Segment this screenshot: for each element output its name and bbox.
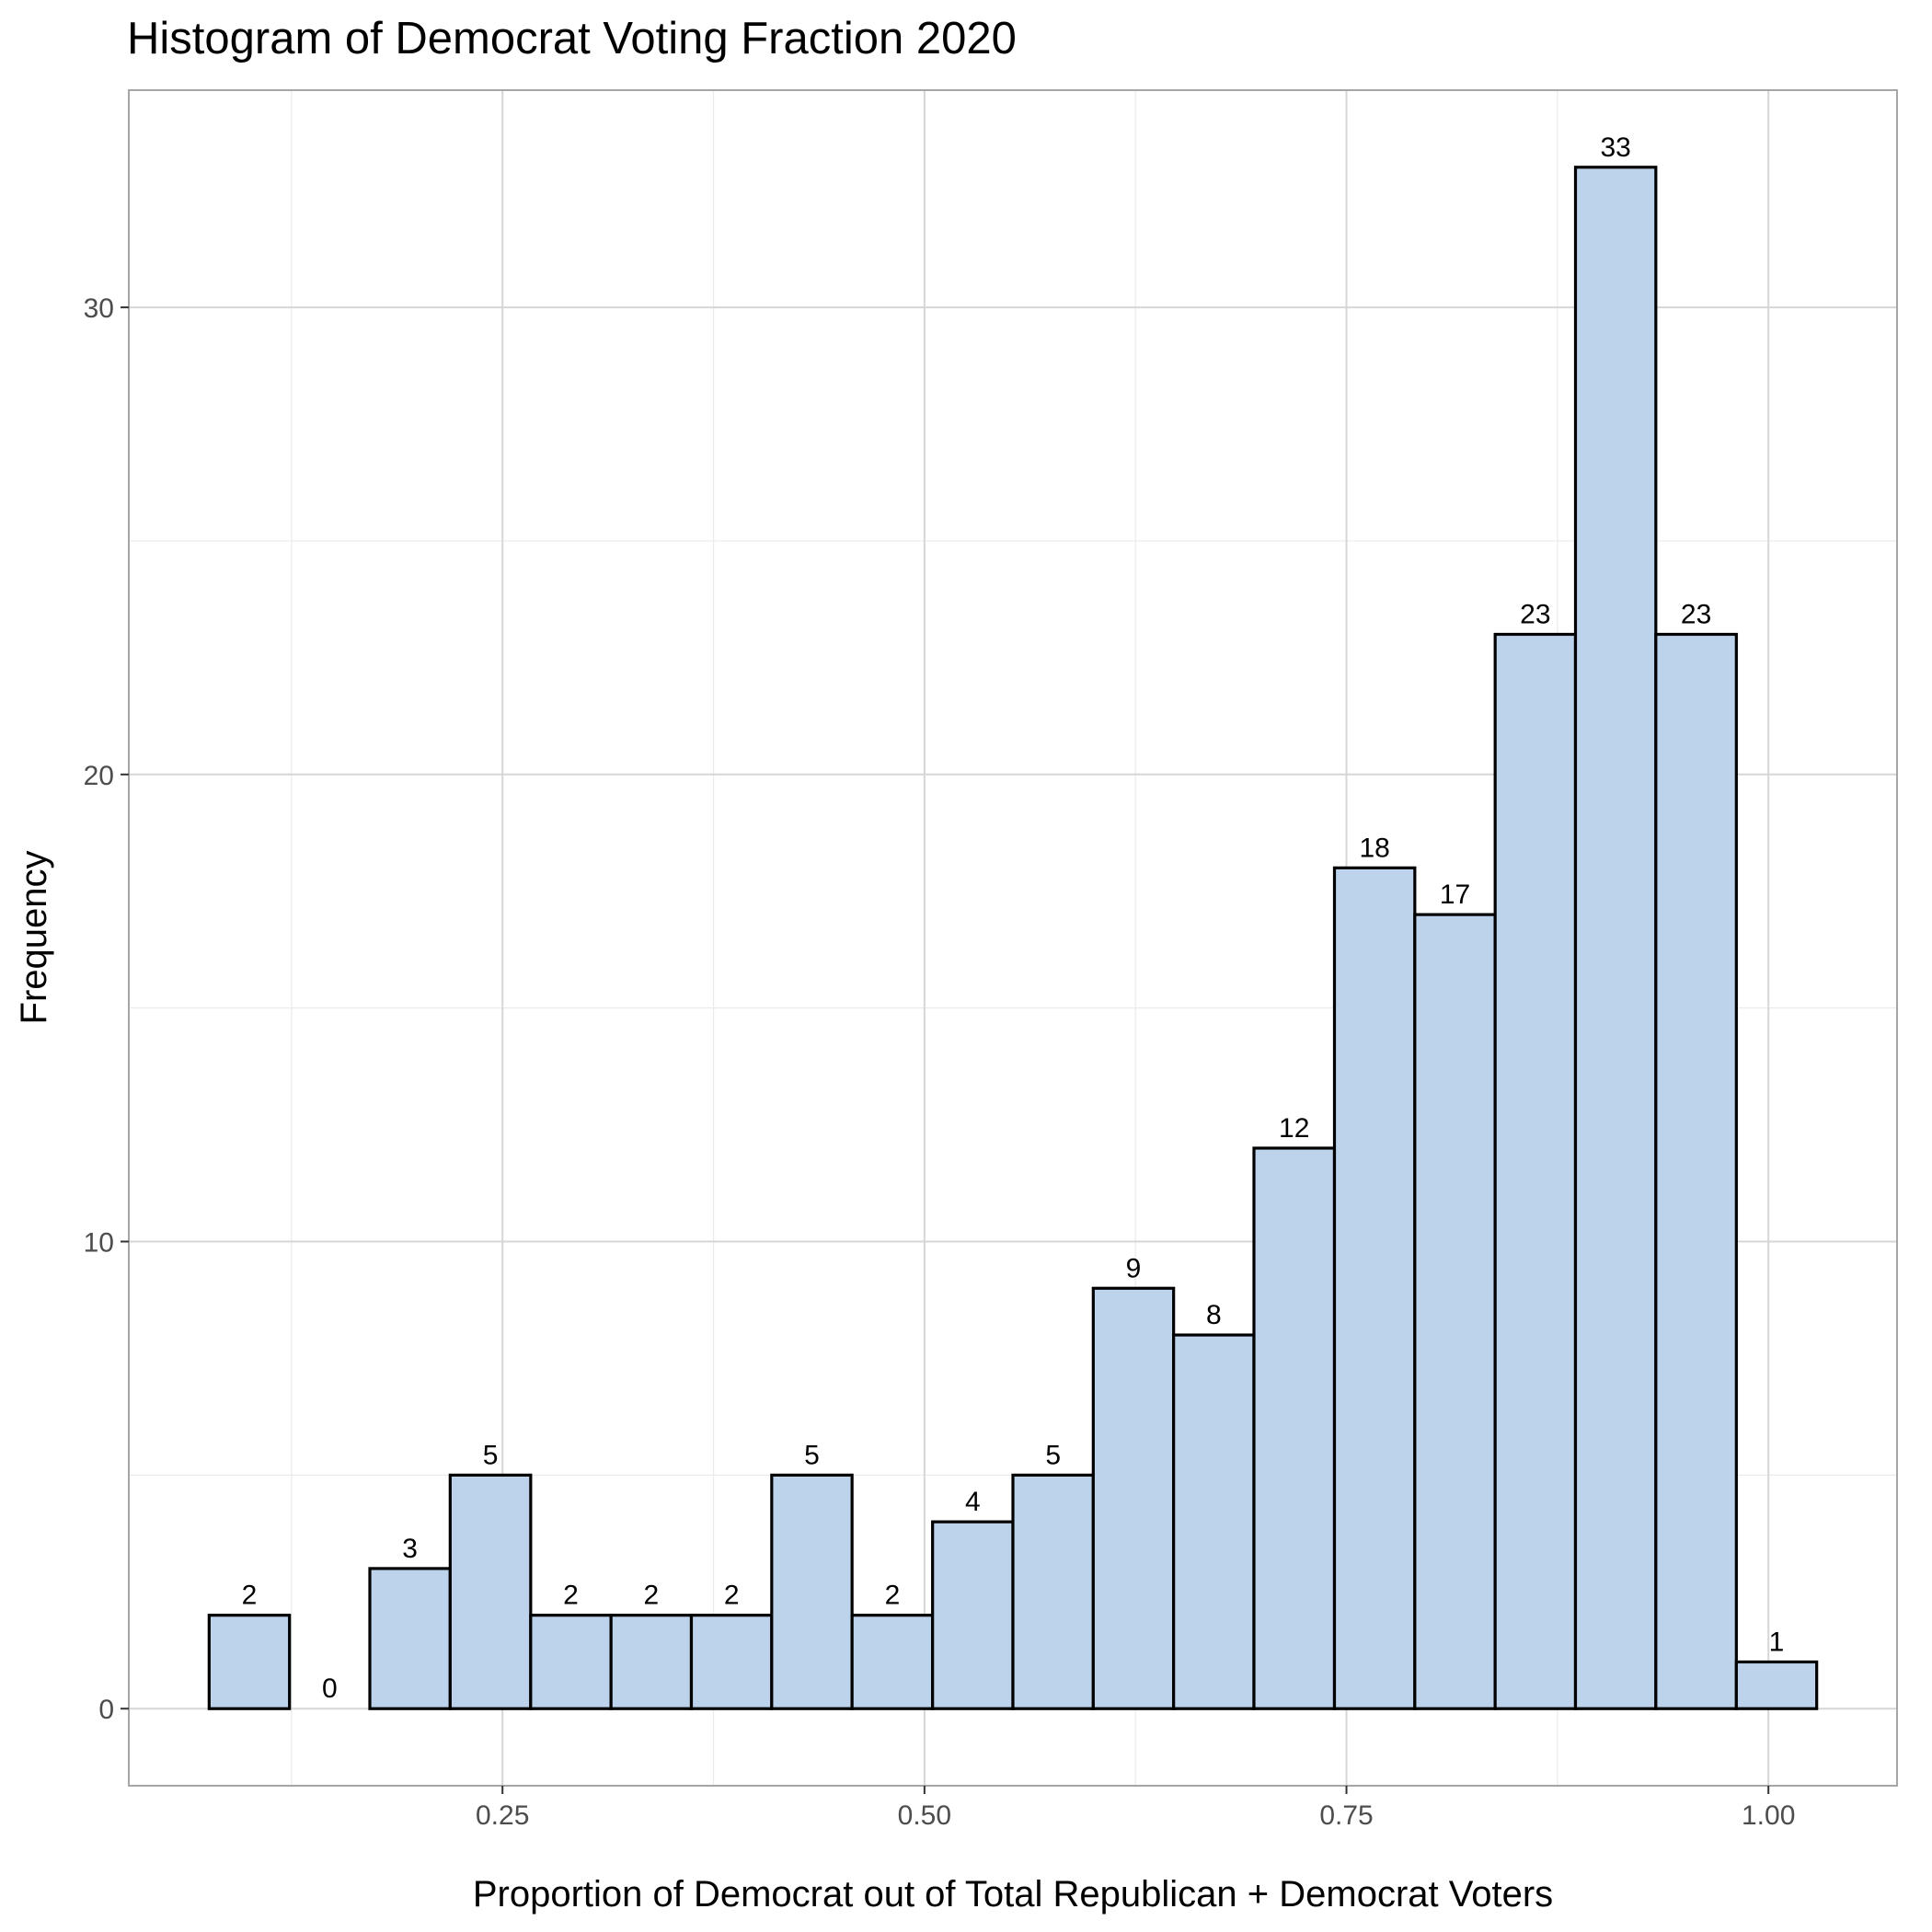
histogram-bar: [1174, 1335, 1254, 1708]
x-axis-label: Proportion of Democrat out of Total Repu…: [473, 1874, 1553, 1915]
histogram-bar: [450, 1475, 531, 1708]
bar-count-label: 1: [1769, 1627, 1785, 1657]
bar-count-label: 5: [1045, 1440, 1061, 1470]
x-axis-ticks: 0.25 0.50 0.75 1.00: [476, 1786, 1795, 1831]
histogram-bar: [1656, 634, 1737, 1708]
histogram-bar: [611, 1616, 691, 1709]
bar-count-label: 8: [1206, 1300, 1222, 1330]
histogram-bar: [1736, 1662, 1816, 1708]
bar-count-label: 2: [724, 1581, 740, 1611]
histogram-bar: [209, 1616, 289, 1709]
bar-count-label: 12: [1279, 1113, 1309, 1144]
chart-title: Histogram of Democrat Voting Fraction 20…: [127, 14, 1017, 63]
y-tick-label: 10: [84, 1228, 114, 1259]
x-tick-label: 1.00: [1742, 1800, 1795, 1831]
bar-count-label: 17: [1440, 880, 1470, 910]
histogram-bar: [691, 1616, 771, 1709]
bar-count-label: 0: [322, 1673, 338, 1704]
histogram-bar: [1093, 1288, 1173, 1708]
bar-count-label: 33: [1600, 132, 1630, 163]
histogram-bars: [209, 167, 1816, 1708]
histogram-bar: [933, 1522, 1013, 1708]
bar-count-label: 2: [885, 1581, 901, 1611]
bar-count-label: 18: [1359, 833, 1389, 863]
y-axis-ticks: 0 10 20 30: [84, 293, 129, 1725]
bar-count-label: 23: [1681, 599, 1711, 629]
histogram-bar: [772, 1475, 852, 1708]
bar-count-label: 5: [804, 1440, 820, 1470]
x-tick-label: 0.75: [1319, 1800, 1373, 1831]
bar-count-label: 5: [483, 1440, 499, 1470]
y-tick-label: 20: [84, 761, 114, 791]
y-axis-label: Frequency: [14, 851, 54, 1025]
histogram-bar: [1575, 167, 1655, 1708]
y-tick-label: 30: [84, 293, 114, 324]
bar-count-label: 2: [643, 1581, 659, 1611]
histogram-bar: [1335, 868, 1415, 1708]
histogram-bar: [1415, 914, 1495, 1708]
histogram-bar: [1254, 1148, 1335, 1708]
bar-count-label: 4: [965, 1487, 981, 1517]
y-tick-label: 0: [98, 1695, 114, 1725]
histogram-bar: [531, 1616, 611, 1709]
bar-count-label: 2: [242, 1581, 258, 1611]
histogram-bar: [1495, 634, 1575, 1708]
bar-count-label: 9: [1126, 1253, 1142, 1283]
bar-count-label: 23: [1520, 599, 1550, 629]
histogram-bar: [852, 1616, 933, 1709]
histogram-bar: [1013, 1475, 1093, 1708]
histogram-bar: [370, 1569, 450, 1708]
x-tick-label: 0.50: [898, 1800, 951, 1831]
bar-count-label: 2: [563, 1581, 579, 1611]
bar-count-label: 3: [402, 1534, 418, 1564]
x-tick-label: 0.25: [476, 1800, 529, 1831]
